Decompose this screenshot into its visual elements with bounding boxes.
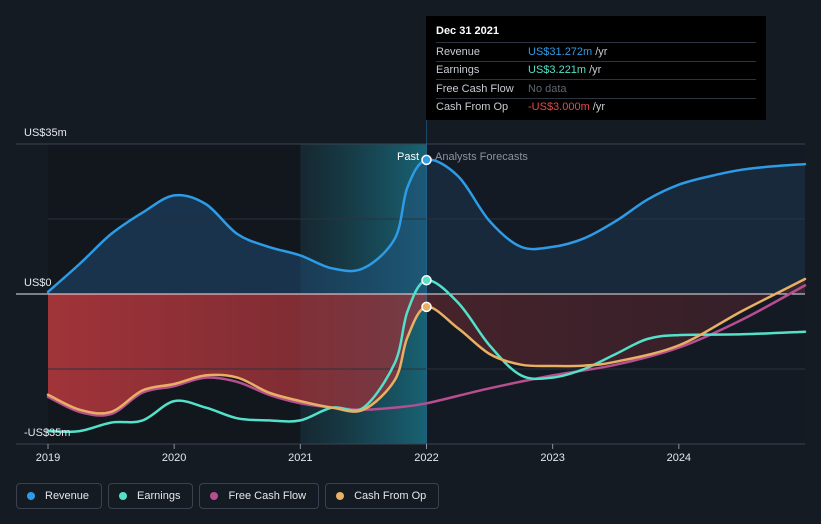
negative-area (48, 279, 805, 414)
tooltip-row: Free Cash Flow No data (436, 79, 756, 98)
chart-legend: Revenue Earnings Free Cash Flow Cash From O… (16, 483, 440, 509)
tooltip-label: Earnings (436, 64, 480, 77)
marker-cash-from-op (421, 301, 432, 313)
series-line-cash-from-op (46, 277, 807, 415)
legend-label: Free Cash Flow (228, 490, 307, 502)
tooltip-unit: /yr (592, 101, 605, 114)
marker-earnings (421, 275, 432, 286)
tooltip-value: US$31.272m (528, 45, 593, 58)
legend-dot-icon (27, 492, 35, 500)
tooltip-label: Cash From Op (436, 101, 509, 114)
tooltip-date: Dec 31 2021 (436, 25, 499, 37)
legend-dot-icon (119, 492, 128, 500)
x-tick-label: 2019 (36, 452, 60, 464)
data-tooltip: Dec 31 2021 Revenue US$31.272m/yr Earnings… (426, 16, 766, 120)
legend-label: Earnings (137, 490, 181, 502)
x-tick-label: 2020 (162, 452, 186, 464)
legend-dot-icon (210, 492, 219, 500)
marker-revenue (421, 154, 432, 166)
x-tick-label: 2023 (540, 452, 564, 464)
tooltip-value: US$3.221m (528, 64, 587, 77)
tooltip-unit: /yr (595, 45, 608, 58)
tooltip-row: Revenue US$31.272m/yr (436, 42, 756, 61)
tooltip-value: -US$3.000m (528, 101, 590, 114)
tooltip-value: No data (528, 82, 567, 95)
x-tick-label: 2024 (667, 452, 691, 464)
y-axis-bottom-label: -US$35m (24, 427, 70, 439)
x-tick-label: 2021 (288, 452, 312, 464)
legend-item-cash-from-op[interactable]: Cash From Op (325, 483, 440, 509)
legend-item-revenue[interactable]: Revenue (16, 483, 103, 509)
forecast-zone-label: Analysts Forecasts (435, 151, 528, 163)
tooltip-unit: /yr (589, 64, 602, 77)
legend-dot-icon (336, 492, 345, 500)
y-axis-top-label: US$35m (24, 127, 67, 139)
series-line-revenue (46, 158, 807, 294)
series-line-earnings (46, 279, 807, 434)
tooltip-label: Free Cash Flow (436, 82, 514, 95)
legend-item-free-cash-flow[interactable]: Free Cash Flow (199, 483, 320, 509)
revenue-area (48, 159, 805, 294)
tooltip-row: Cash From Op -US$3.000m/yr (436, 97, 756, 117)
y-axis-zero-label: US$0 (24, 277, 52, 289)
past-zone-label: Past (397, 151, 419, 163)
legend-label: Revenue (45, 490, 90, 502)
legend-item-earnings[interactable]: Earnings (108, 483, 194, 509)
tooltip-row: Earnings US$3.221m/yr (436, 60, 756, 80)
x-tick-label: 2022 (414, 452, 438, 464)
tooltip-label: Revenue (436, 45, 481, 58)
legend-label: Cash From Op (354, 490, 427, 502)
